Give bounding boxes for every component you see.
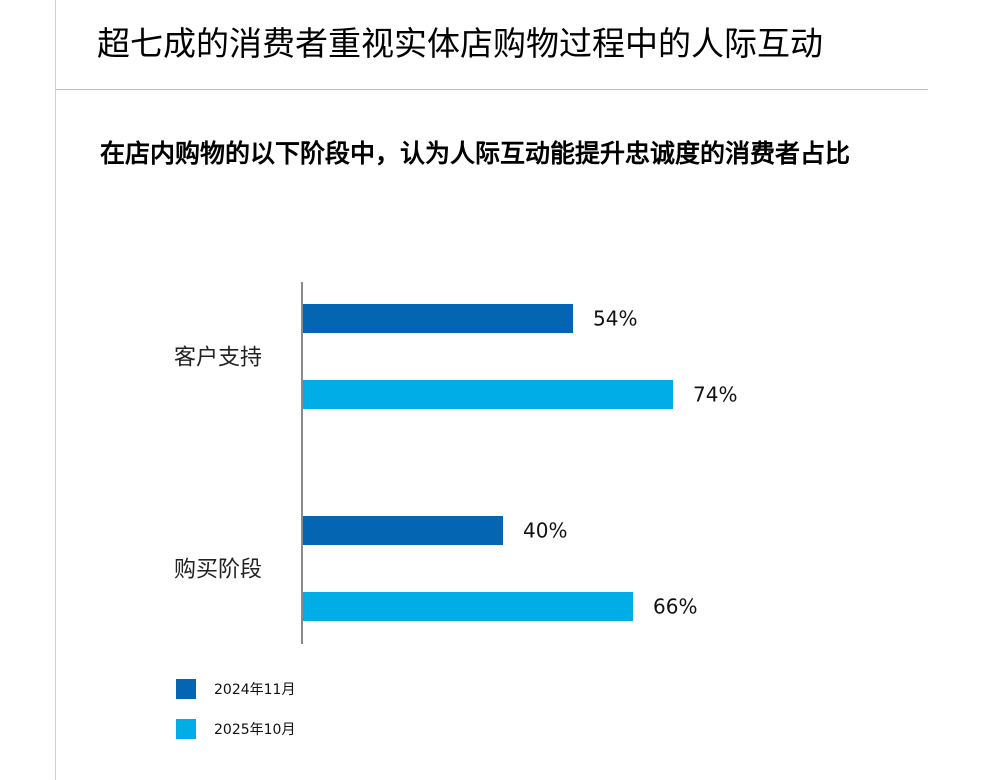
legend-swatch	[176, 679, 196, 699]
category-label: 购买阶段	[174, 558, 262, 583]
data-labels: 54% 74% 40% 66%	[523, 307, 737, 619]
bar	[303, 380, 673, 409]
title-divider	[56, 89, 928, 90]
legend-label: 2024年11月	[214, 682, 296, 698]
legend-item-series-1: 2024年11月	[176, 677, 295, 701]
bar	[303, 592, 633, 621]
page-left-border	[55, 0, 56, 780]
legend-swatch	[176, 719, 196, 739]
bars	[303, 304, 673, 621]
bar	[303, 304, 573, 333]
data-label: 66%	[653, 595, 697, 619]
data-label: 40%	[523, 519, 567, 543]
page-title: 超七成的消费者重视实体店购物过程中的人际互动	[97, 24, 823, 63]
bar	[303, 516, 503, 545]
data-label: 54%	[593, 307, 637, 331]
legend-item-series-2: 2025年10月	[176, 717, 295, 741]
data-label: 74%	[693, 383, 737, 407]
legend-label: 2025年10月	[214, 722, 296, 738]
category-label: 客户支持	[174, 346, 262, 371]
chart-title: 在店内购物的以下阶段中，认为人际互动能提升忠诚度的消费者占比	[100, 139, 851, 168]
legend: 2024年11月 2025年10月	[176, 677, 295, 757]
